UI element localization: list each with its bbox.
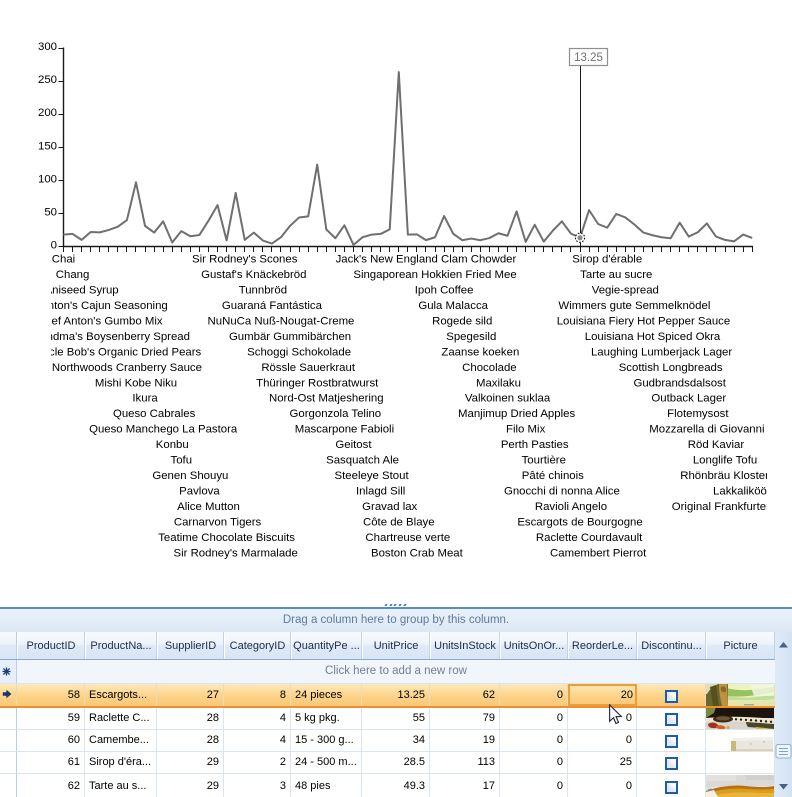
svg-text:Sir Rodney's Marmalade: Sir Rodney's Marmalade [173,547,297,559]
svg-text:Chang: Chang [56,269,90,281]
svg-text:Flotemysost: Flotemysost [667,408,729,420]
svg-text:100: 100 [38,173,57,185]
svg-text:Carnarvon Tigers: Carnarvon Tigers [174,517,262,529]
svg-text:Konbu: Konbu [156,439,189,451]
svg-text:Rössle Sauerkraut: Rössle Sauerkraut [261,362,356,374]
svg-text:Escargots de Bourgogne: Escargots de Bourgogne [517,517,642,529]
svg-text:0: 0 [51,240,57,252]
svg-text:50: 50 [44,206,57,218]
svg-text:Gudbrandsdalsost: Gudbrandsdalsost [633,377,726,389]
svg-text:13.25: 13.25 [574,52,603,64]
svg-text:Nord-Ost Matjeshering: Nord-Ost Matjeshering [269,393,384,405]
svg-text:Chartreuse verte: Chartreuse verte [365,532,450,544]
svg-text:Valkoinen suklaa: Valkoinen suklaa [465,393,551,405]
svg-text:Louisiana Hot Spiced Okra: Louisiana Hot Spiced Okra [585,331,721,343]
svg-text:Singaporean Hokkien Fried Mee: Singaporean Hokkien Fried Mee [353,269,516,281]
svg-text:Jack's New England Clam Chowde: Jack's New England Clam Chowder [336,254,517,266]
svg-text:Ravioli Angelo: Ravioli Angelo [535,501,607,513]
svg-text:Maxilaku: Maxilaku [476,377,521,389]
svg-text:Chai: Chai [52,254,75,266]
svg-text:Rogede sild: Rogede sild [432,315,492,327]
svg-text:Thüringer Rostbratwurst: Thüringer Rostbratwurst [256,377,379,389]
svg-text:Tunnbröd: Tunnbröd [239,284,287,296]
svg-text:Gnocchi di nonna Alice: Gnocchi di nonna Alice [504,486,620,498]
svg-text:Steeleye Stout: Steeleye Stout [335,470,410,482]
svg-text:Queso Cabrales: Queso Cabrales [113,408,196,420]
svg-text:Original Frankfurter grüne Soß: Original Frankfurter grüne Soße [672,501,792,513]
svg-text:Zaanse koeken: Zaanse koeken [441,346,519,358]
svg-text:Lakkalikööri: Lakkalikööri [713,486,773,498]
svg-text:Inlagd Sill: Inlagd Sill [356,486,405,498]
svg-text:Outback Lager: Outback Lager [651,393,726,405]
svg-text:Mascarpone Fabioli: Mascarpone Fabioli [295,424,394,436]
svg-text:NuNuCa Nuß-Nougat-Creme: NuNuCa Nuß-Nougat-Creme [208,315,355,327]
svg-text:200: 200 [38,107,57,119]
svg-text:Gustaf's Knäckebröd: Gustaf's Knäckebröd [201,269,306,281]
svg-text:Sir Rodney's Scones: Sir Rodney's Scones [192,254,298,266]
svg-text:Gorgonzola Telino: Gorgonzola Telino [290,408,382,420]
svg-text:Gravad lax: Gravad lax [362,501,417,513]
svg-text:Filo Mix: Filo Mix [506,424,546,436]
svg-text:Camembert Pierrot: Camembert Pierrot [550,547,647,559]
svg-text:Côte de Blaye: Côte de Blaye [363,517,435,529]
svg-text:Gula Malacca: Gula Malacca [418,300,488,312]
svg-text:Alice Mutton: Alice Mutton [177,501,240,513]
svg-text:Scottish Longbreads: Scottish Longbreads [619,362,723,374]
svg-text:Sirop d'érable: Sirop d'érable [572,254,642,266]
svg-text:Northwoods Cranberry Sauce: Northwoods Cranberry Sauce [52,362,202,374]
svg-text:Tourtière: Tourtière [522,455,566,467]
svg-text:Chef Anton's Gumbo Mix: Chef Anton's Gumbo Mix [37,315,163,327]
svg-text:Pâté chinois: Pâté chinois [522,470,584,482]
svg-text:Pavlova: Pavlova [179,486,220,498]
svg-text:Aniseed Syrup: Aniseed Syrup [45,284,119,296]
svg-text:Raclette Courdavault: Raclette Courdavault [536,532,643,544]
svg-text:250: 250 [38,74,57,86]
svg-text:300: 300 [38,41,57,53]
svg-text:Ipoh Coffee: Ipoh Coffee [415,284,474,296]
svg-text:Laughing Lumberjack Lager: Laughing Lumberjack Lager [591,346,732,358]
svg-text:Perth Pasties: Perth Pasties [501,439,569,451]
svg-text:Mishi Kobe Niku: Mishi Kobe Niku [95,377,177,389]
svg-text:Grandma's Boysenberry Spread: Grandma's Boysenberry Spread [28,331,190,343]
svg-text:Longlife Tofu: Longlife Tofu [693,455,757,467]
svg-text:Geitost: Geitost [335,439,372,451]
svg-text:Louisiana Fiery Hot Pepper Sau: Louisiana Fiery Hot Pepper Sauce [557,315,731,327]
svg-text:Tofu: Tofu [171,455,193,467]
svg-text:Boston Crab Meat: Boston Crab Meat [371,547,464,559]
svg-text:Schoggi Schokolade: Schoggi Schokolade [247,346,351,358]
svg-text:Manjimup Dried Apples: Manjimup Dried Apples [458,408,575,420]
svg-text:Gumbär Gummibärchen: Gumbär Gummibärchen [229,331,351,343]
svg-text:Teatime Chocolate Biscuits: Teatime Chocolate Biscuits [158,532,295,544]
svg-text:Guaraná Fantástica: Guaraná Fantástica [222,300,323,312]
svg-text:Queso Manchego La Pastora: Queso Manchego La Pastora [89,424,238,436]
svg-text:Ikura: Ikura [132,393,158,405]
svg-text:Chocolade: Chocolade [462,362,516,374]
svg-text:Genen Shouyu: Genen Shouyu [152,470,228,482]
svg-text:Röd Kaviar: Röd Kaviar [688,439,745,451]
svg-text:Spegesild: Spegesild [446,331,496,343]
svg-text:Wimmers gute Semmelknödel: Wimmers gute Semmelknödel [558,300,710,312]
svg-text:Rhönbräu Klosterbier: Rhönbräu Klosterbier [680,470,788,482]
svg-text:Tarte au sucre: Tarte au sucre [580,269,652,281]
svg-text:Vegie-spread: Vegie-spread [592,284,659,296]
svg-text:150: 150 [38,140,57,152]
svg-text:Sasquatch Ale: Sasquatch Ale [326,455,399,467]
svg-text:Uncle Bob's Organic Dried Pear: Uncle Bob's Organic Dried Pears [34,346,201,358]
svg-text:Mozzarella di Giovanni: Mozzarella di Giovanni [649,424,764,436]
svg-text:Chef Anton's Cajun Seasoning: Chef Anton's Cajun Seasoning [14,300,168,312]
